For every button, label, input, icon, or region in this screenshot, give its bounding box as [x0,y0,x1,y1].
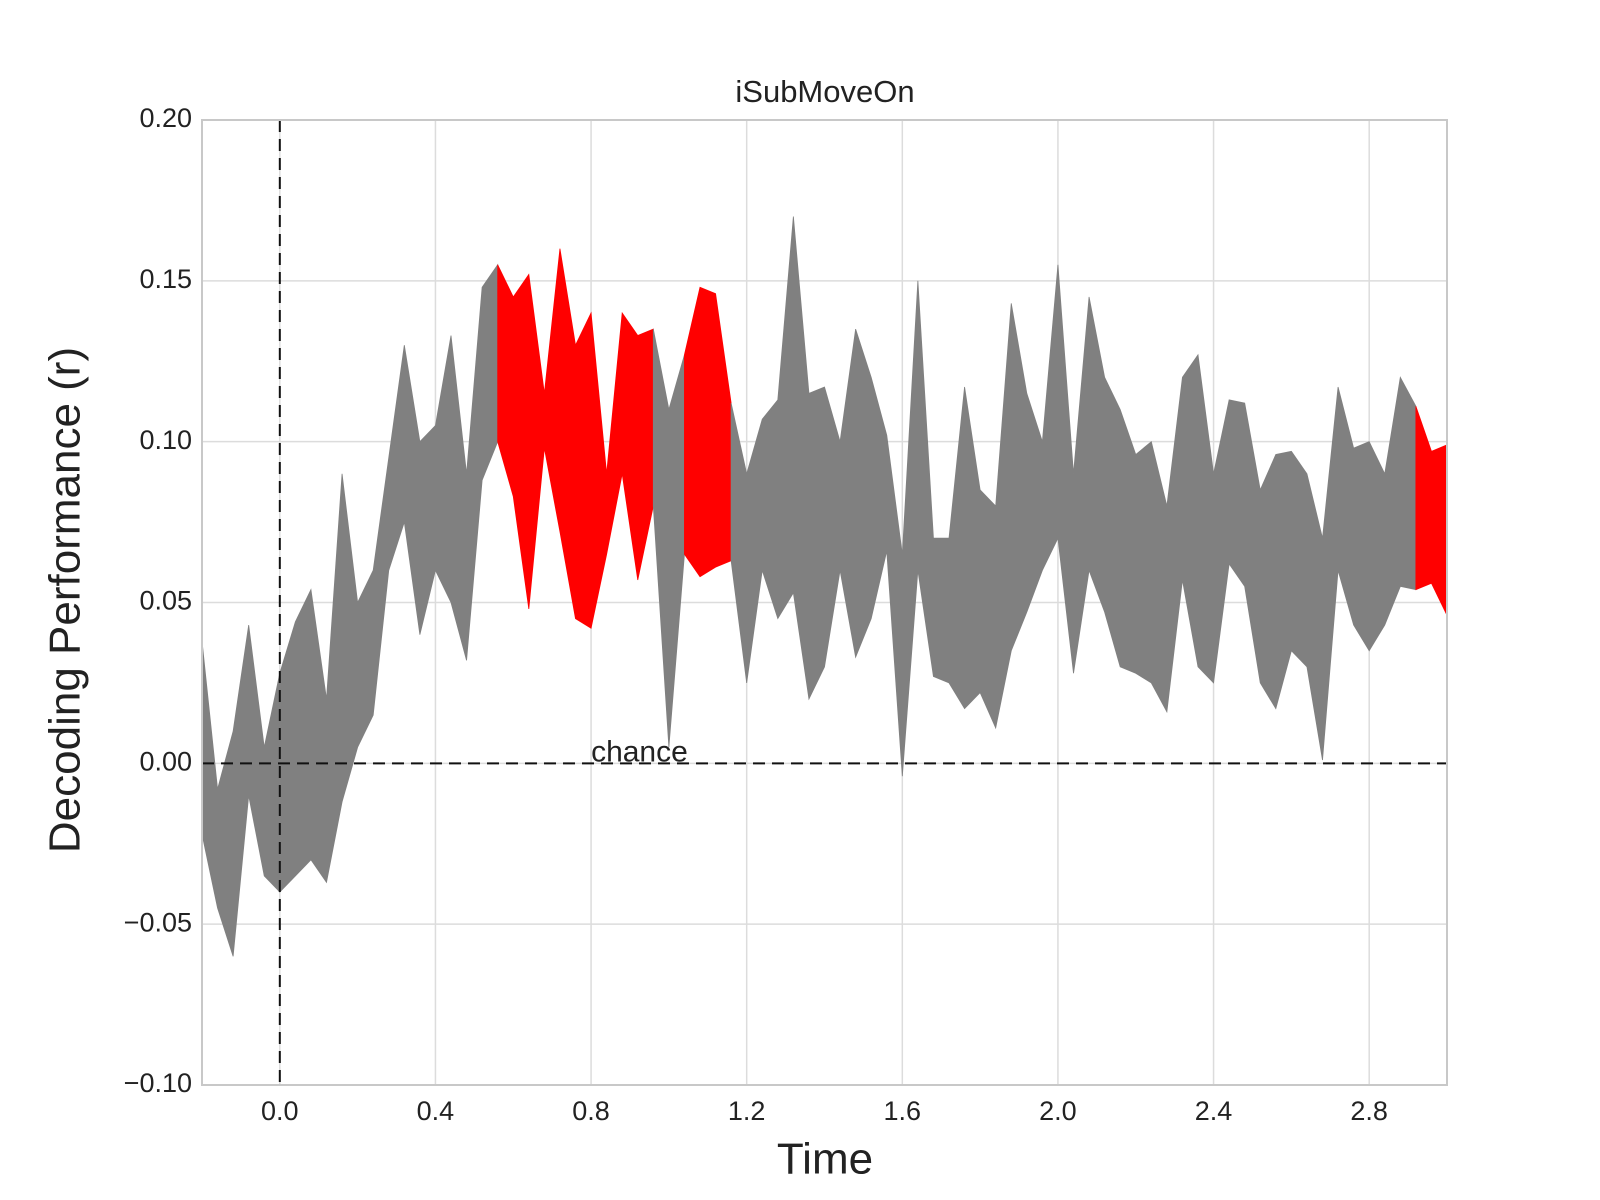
band [497,248,654,629]
y-tick-label: 0.15 [139,264,192,294]
y-tick-label: 0.10 [139,425,192,455]
band [1415,406,1448,616]
y-tick-label: 0.20 [139,103,192,133]
x-tick-label: 0.0 [261,1096,299,1126]
x-axis-label: Time [777,1135,873,1184]
y-tick-label: 0.05 [139,586,192,616]
y-tick-label: −0.10 [124,1068,192,1098]
x-tick-label: 1.2 [728,1096,766,1126]
x-tick-label: 2.8 [1350,1096,1388,1126]
x-tick-label: 0.4 [417,1096,455,1126]
band [730,216,1417,777]
x-tick-label: 1.6 [884,1096,922,1126]
band [652,329,685,748]
chart-title: iSubMoveOn [735,74,914,109]
band [684,286,732,578]
band [201,263,499,957]
x-tick-label: 0.8 [572,1096,610,1126]
plot-frame [201,119,1448,1086]
x-tick-label: 2.4 [1195,1096,1233,1126]
y-axis-label: Decoding Performance (r) [41,347,90,853]
annotation: chance [591,735,688,768]
x-tick-label: 2.0 [1039,1096,1077,1126]
y-tick-label: −0.05 [124,907,192,937]
y-tick-label: 0.00 [139,746,192,776]
